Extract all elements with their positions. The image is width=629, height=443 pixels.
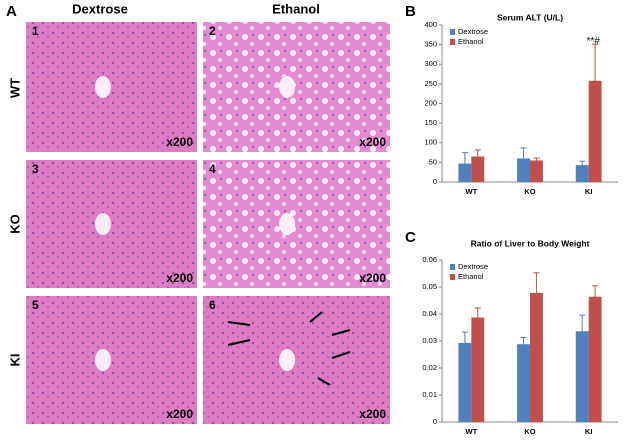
- magnification: x200: [166, 271, 193, 285]
- legend-swatch: [450, 39, 455, 45]
- bar: [530, 292, 543, 422]
- y-tick-label: 100: [424, 138, 437, 147]
- micrograph: [203, 296, 390, 424]
- bar: [458, 342, 472, 422]
- y-tick-label: 0.06: [422, 255, 437, 264]
- error-bar: [592, 43, 599, 118]
- x-tick-label: KO: [524, 187, 535, 196]
- arrow: [331, 351, 351, 359]
- arrow: [227, 321, 251, 326]
- arrow: [227, 339, 251, 346]
- error-bar: [592, 285, 599, 308]
- vessel: [94, 76, 111, 98]
- image-number: 4: [209, 162, 216, 176]
- y-tick-label: 0.02: [422, 363, 437, 372]
- error-bar: [520, 336, 527, 351]
- arrow: [309, 311, 323, 323]
- y-tick-label: 0.01: [422, 390, 437, 399]
- x-tick-label: WT: [465, 427, 477, 436]
- column-header: Dextrose: [72, 1, 128, 16]
- y-tick-label: 150: [424, 118, 437, 127]
- y-tick-label: 0: [433, 417, 437, 426]
- y-tick-label: 300: [424, 59, 437, 68]
- bar: [517, 344, 530, 422]
- y-tick-label: 250: [424, 79, 437, 88]
- panel-label: C: [405, 229, 416, 246]
- legend-label: Ethanol: [458, 37, 484, 46]
- magnification: x200: [166, 407, 193, 421]
- magnification: x200: [359, 135, 386, 149]
- bar: [588, 296, 602, 422]
- error-bar: [474, 149, 481, 164]
- magnification: x200: [359, 407, 386, 421]
- error-bar: [474, 307, 481, 327]
- error-bar: [520, 147, 527, 170]
- image-number: 1: [32, 24, 39, 38]
- micrograph: [203, 22, 390, 152]
- bar: [530, 160, 543, 182]
- legend-swatch: [450, 264, 455, 270]
- vessel: [279, 349, 296, 371]
- image-number: 5: [32, 298, 39, 312]
- y-tick-label: 0.03: [422, 336, 437, 345]
- arrow: [317, 377, 331, 386]
- vessel: [279, 213, 296, 235]
- vessel: [94, 349, 111, 371]
- y-tick-label: 350: [424, 40, 437, 49]
- chart-title: Ratio of Liver to Body Weight: [471, 238, 590, 248]
- legend-label: Ethanol: [458, 272, 484, 281]
- y-tick-label: 0.04: [422, 309, 437, 318]
- x-tick-label: KI: [585, 427, 593, 436]
- error-bar: [579, 314, 586, 348]
- error-bar: [461, 331, 468, 354]
- row-header: KO: [7, 214, 22, 234]
- bar: [575, 165, 589, 182]
- micrograph: [26, 296, 197, 424]
- legend-swatch: [450, 274, 455, 280]
- magnification: x200: [359, 271, 386, 285]
- legend-label: Dextrose: [458, 262, 488, 271]
- bar: [471, 156, 485, 182]
- magnification: x200: [166, 135, 193, 149]
- panel-label: B: [405, 3, 416, 20]
- vessel: [279, 76, 296, 98]
- row-header: KI: [7, 354, 22, 367]
- chart-title: Serum ALT (U/L): [497, 12, 563, 22]
- micrograph: [26, 160, 197, 288]
- image-number: 3: [32, 162, 39, 176]
- y-tick-label: 0: [433, 177, 437, 186]
- error-bar: [533, 157, 540, 163]
- panel-a: A Dextrose Ethanol WT KO KI: [6, 1, 320, 366]
- error-bar: [533, 272, 540, 314]
- legend-label: Dextrose: [458, 27, 488, 36]
- x-tick-label: KI: [585, 187, 593, 196]
- bar: [588, 80, 602, 182]
- image-number: 6: [209, 298, 216, 312]
- y-tick-label: 400: [424, 20, 437, 29]
- annotation: **#: [586, 36, 600, 47]
- arrow: [331, 329, 351, 336]
- y-tick-label: 50: [429, 157, 437, 166]
- row-header: WT: [7, 78, 22, 98]
- vessel: [94, 213, 111, 235]
- error-bar: [461, 152, 468, 175]
- x-tick-label: KO: [524, 427, 535, 436]
- micrograph: [26, 22, 197, 152]
- image-number: 2: [209, 24, 216, 38]
- legend-swatch: [450, 29, 455, 35]
- error-bar: [579, 160, 586, 170]
- y-tick-label: 0.05: [422, 282, 437, 291]
- panel-label: A: [6, 3, 17, 20]
- micrograph: [203, 160, 390, 288]
- y-tick-label: 200: [424, 98, 437, 107]
- x-tick-label: WT: [465, 187, 477, 196]
- bar: [471, 317, 485, 422]
- column-header: Ethanol: [272, 1, 320, 16]
- bar: [575, 331, 589, 422]
- bar: [517, 158, 530, 182]
